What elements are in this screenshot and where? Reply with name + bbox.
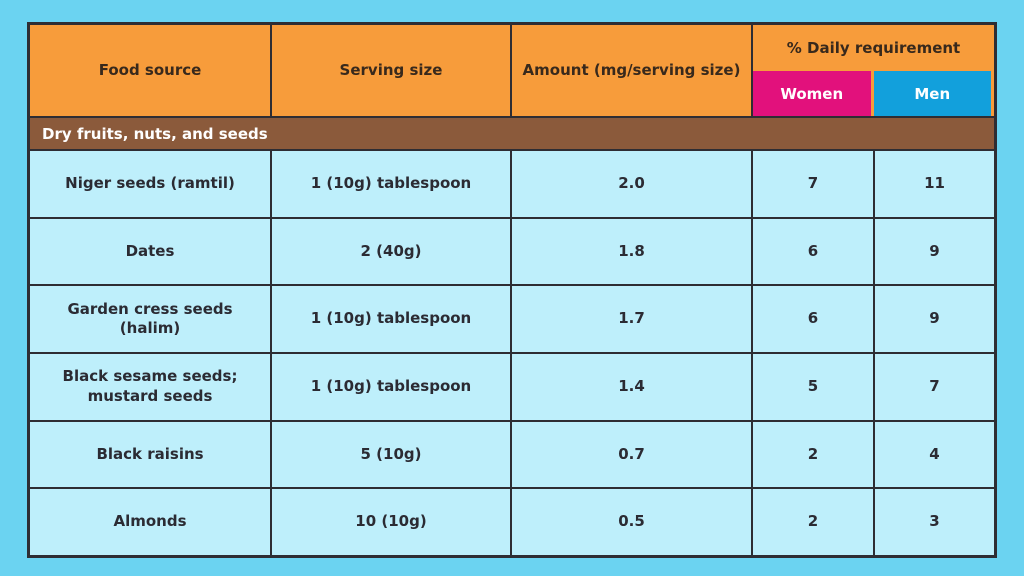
table-row-5-men-cell: 3 [875, 489, 994, 555]
column-header-daily-requirement-group: % Daily requirement Women Men [753, 25, 994, 116]
table-row-1-men-cell: 9 [875, 218, 994, 285]
daily-requirement-subheader-row: Women Men [753, 71, 994, 116]
nutrition-table: Food source Serving size Amount (mg/serv… [27, 22, 997, 558]
table-row-3-men-cell: 7 [875, 353, 994, 420]
section-header-dry-fruits-nuts-seeds: Dry fruits, nuts, and seeds [30, 118, 994, 149]
table-row-3-women-cell: 5 [753, 353, 873, 420]
table-row-0-food-cell: Niger seeds (ramtil) [30, 151, 270, 217]
table-row-0-men-cell: 11 [875, 151, 994, 217]
table-row-5-women-cell: 2 [753, 489, 873, 555]
table-row-4-food-cell: Black raisins [30, 421, 270, 488]
table-row-5-amount-cell: 0.5 [512, 489, 751, 555]
table-row-1-food-cell: Dates [30, 218, 270, 285]
table-row-0-women-cell: 7 [753, 151, 873, 217]
column-header-men: Men [873, 71, 991, 116]
table-row-1-amount-cell: 1.8 [512, 218, 751, 285]
table-row-2-men-cell: 9 [875, 286, 994, 352]
table-row-0-serving-cell: 1 (10g) tablespoon [272, 151, 510, 217]
column-header-daily-requirement: % Daily requirement [786, 39, 961, 57]
table-row-1-women-cell: 6 [753, 218, 873, 285]
table-row-2-women-cell: 6 [753, 286, 873, 352]
table-row-1-serving-cell: 2 (40g) [272, 218, 510, 285]
column-header-food-source: Food source [30, 25, 270, 116]
table-row-4-men-cell: 4 [875, 421, 994, 488]
table-row-2-food-cell: Garden cress seeds (halim) [30, 286, 270, 352]
table-row-4-amount-cell: 0.7 [512, 421, 751, 488]
table-row-3-serving-cell: 1 (10g) tablespoon [272, 353, 510, 420]
table-row-0-amount-cell: 2.0 [512, 151, 751, 217]
table-row-2-serving-cell: 1 (10g) tablespoon [272, 286, 510, 352]
column-header-serving-size: Serving size [272, 25, 510, 116]
table-row-2-amount-cell: 1.7 [512, 286, 751, 352]
table-row-3-amount-cell: 1.4 [512, 353, 751, 420]
column-header-women: Women [753, 71, 871, 116]
table-row-5-food-cell: Almonds [30, 489, 270, 555]
column-header-amount: Amount (mg/serving size) [512, 25, 751, 116]
table-row-4-women-cell: 2 [753, 421, 873, 488]
table-row-5-serving-cell: 10 (10g) [272, 489, 510, 555]
table-row-3-food-cell: Black sesame seeds; mustard seeds [30, 353, 270, 420]
table-row-4-serving-cell: 5 (10g) [272, 421, 510, 488]
